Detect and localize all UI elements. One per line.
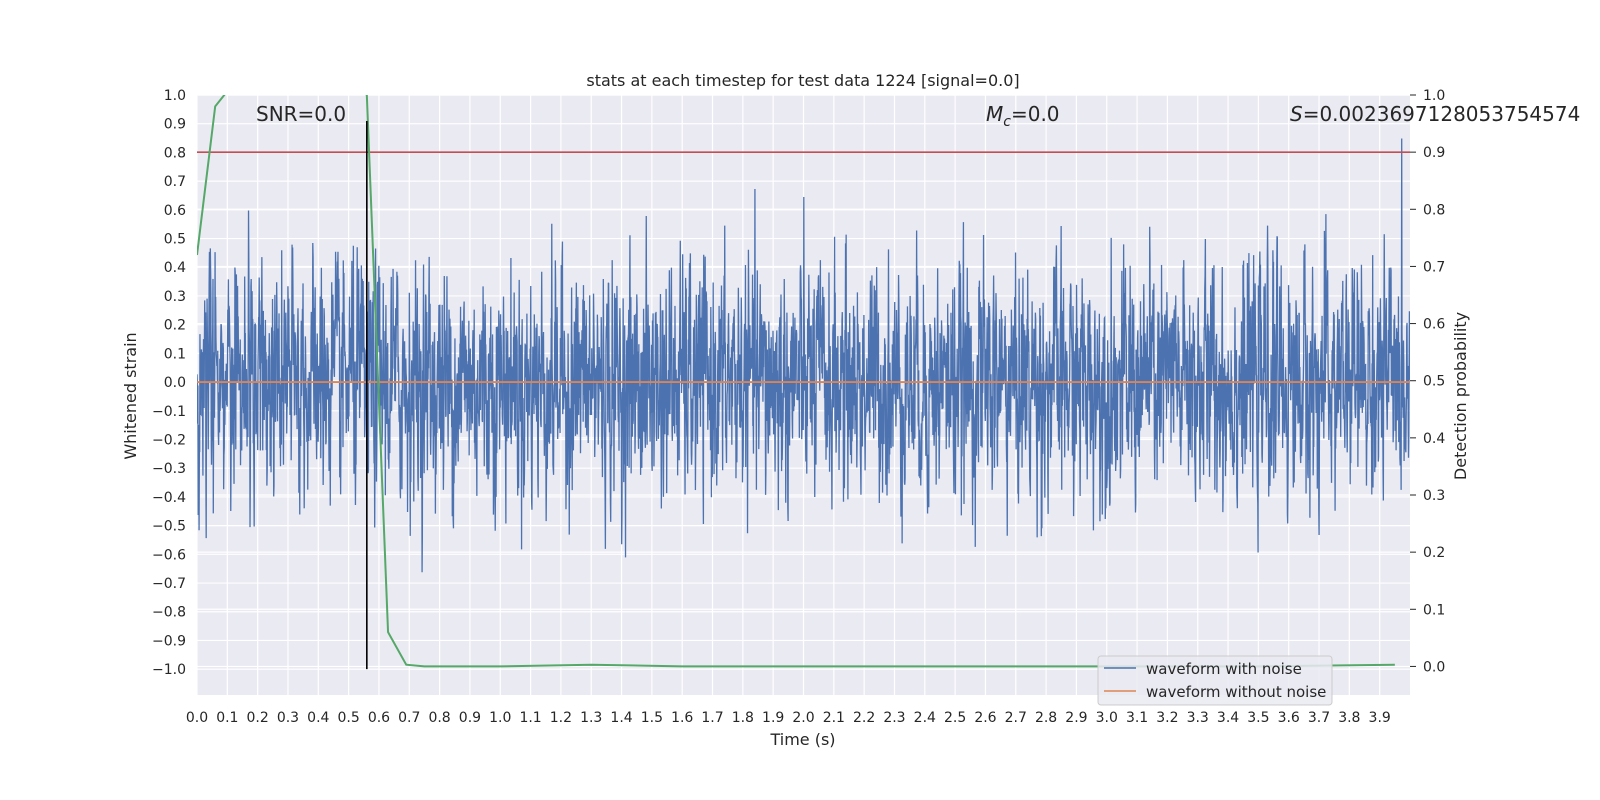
y-tick-label: 0.0 [164, 375, 186, 391]
s-annotation-clip: S=0.0023697128053754574 [1290, 102, 1580, 126]
series-detection-probability-line [197, 95, 1395, 668]
x-tick-label: 2.4 [914, 710, 936, 726]
y-tick-label: 0.7 [164, 174, 186, 190]
y-tick-label: −0.6 [152, 547, 186, 563]
x-tick-label: 3.3 [1187, 710, 1209, 726]
y2-tick-label: 0.0 [1423, 659, 1445, 675]
x-tick-label: 2.7 [1005, 710, 1027, 726]
series-layer [197, 95, 1410, 668]
y2-tick-label: 0.5 [1423, 374, 1445, 390]
x-tick-label: 0.5 [337, 710, 359, 726]
x-tick-label: 1.5 [641, 710, 663, 726]
x-tick-label: 0.8 [428, 710, 450, 726]
mc-annotation: Mc=0.0 [986, 102, 1060, 130]
x-tick-label: 1.6 [671, 710, 693, 726]
y-tick-label: −0.9 [152, 633, 186, 649]
x-tick-label: 3.1 [1126, 710, 1148, 726]
y-tick-label: 0.1 [164, 346, 186, 362]
y-tick-label: −0.2 [152, 432, 186, 448]
x-tick-label: 1.2 [550, 710, 572, 726]
x-tick-label: 1.9 [762, 710, 784, 726]
y-tick-label: −0.1 [152, 404, 186, 420]
x-tick-label: 3.7 [1308, 710, 1330, 726]
x-tick-label: 0.7 [398, 710, 420, 726]
x-tick-label: 3.2 [1156, 710, 1178, 726]
x-axis-label: Time (s) [769, 730, 835, 749]
x-tick-label: 3.0 [1096, 710, 1118, 726]
x-tick-label: 3.5 [1247, 710, 1269, 726]
x-tick-label: 2.6 [974, 710, 996, 726]
y2-tick-label: 0.3 [1423, 488, 1445, 504]
y-tick-labels: 1.0 0.9 0.8 0.7 0.6 0.5 0.4 0.3 0.2 0.1 0.0 −0.1 −0.… [152, 88, 186, 678]
y-tick-label: −1.0 [152, 662, 186, 678]
y2-tick-label: 0.8 [1423, 202, 1445, 218]
y2-axis-label: Detection probability [1451, 312, 1470, 480]
x-tick-label: 0.9 [459, 710, 481, 726]
x-tick-label: 2.2 [853, 710, 875, 726]
x-tick-label: 3.4 [1217, 710, 1239, 726]
y2-tick-label: 0.7 [1423, 259, 1445, 275]
snr-annotation: SNR=0.0 [256, 102, 346, 126]
mc-value: =0.0 [1011, 102, 1060, 126]
legend-label-noise: waveform with noise [1146, 660, 1302, 678]
x-tick-label: 2.0 [792, 710, 814, 726]
chart-title: stats at each timestep for test data 122… [586, 71, 1019, 90]
legend-box [1097, 655, 1333, 706]
x-tick-label: 3.8 [1338, 710, 1360, 726]
x-tick-label: 0.1 [216, 710, 238, 726]
x-tick-label: 2.3 [883, 710, 905, 726]
x-tick-label: 0.2 [247, 710, 269, 726]
legend: waveform with noise waveform without noi… [1097, 655, 1333, 706]
x-tick-label: 1.4 [610, 710, 632, 726]
x-tick-label: 2.8 [1035, 710, 1057, 726]
x-tick-label: 1.1 [519, 710, 541, 726]
y2-tick-label: 0.1 [1423, 602, 1445, 618]
x-tick-label: 0.0 [186, 710, 208, 726]
x-tick-label: 0.3 [277, 710, 299, 726]
s-annotation: S=0.0023697128053754574 [1290, 102, 1580, 126]
y-axis-label: Whitened strain [121, 332, 140, 459]
x-tick-label: 3.6 [1278, 710, 1300, 726]
y2-tick-labels: 1.0 0.9 0.8 0.7 0.6 0.5 0.4 0.3 0.2 0.1 0.0 [1410, 88, 1445, 675]
mc-symbol: M [986, 102, 1003, 126]
y-tick-label: 0.2 [164, 318, 186, 334]
y-tick-label: 0.9 [164, 117, 186, 133]
y-tick-label: −0.8 [152, 605, 186, 621]
y-tick-label: −0.7 [152, 576, 186, 592]
s-value: =0.0023697128053754574 [1303, 102, 1581, 126]
x-tick-label: 2.9 [1065, 710, 1087, 726]
x-tick-label: 2.5 [944, 710, 966, 726]
y2-tick-label: 1.0 [1423, 88, 1445, 104]
y-tick-label: 0.3 [164, 289, 186, 305]
y2-tick-label: 0.9 [1423, 145, 1445, 161]
x-tick-label: 1.8 [732, 710, 754, 726]
y-tick-label: −0.3 [152, 461, 186, 477]
y-tick-label: 0.8 [164, 145, 186, 161]
x-tick-label: 3.9 [1369, 710, 1391, 726]
y2-tick-label: 0.2 [1423, 545, 1445, 561]
y-tick-label: 0.5 [164, 232, 186, 248]
x-tick-label: 2.1 [823, 710, 845, 726]
x-tick-label: 0.4 [307, 710, 329, 726]
x-tick-label: 1.7 [701, 710, 723, 726]
y-tick-label: −0.4 [152, 490, 186, 506]
s-symbol: S [1290, 102, 1303, 126]
y-tick-label: 1.0 [164, 88, 186, 104]
mc-subscript: c [1003, 114, 1011, 130]
legend-label-clean: waveform without noise [1146, 683, 1326, 701]
x-tick-label: 0.6 [368, 710, 390, 726]
x-tick-label: 1.3 [580, 710, 602, 726]
y-tick-label: 0.4 [164, 260, 186, 276]
y2-tick-label: 0.6 [1423, 317, 1445, 333]
series-noise-line [197, 138, 1410, 573]
y2-tick-label: 0.4 [1423, 431, 1445, 447]
x-tick-labels: 0.0 0.1 0.2 0.3 0.4 0.5 0.6 0.7 0.8 0.9 1.0 1.1 1.2 1… [186, 710, 1391, 726]
y-tick-label: 0.6 [164, 203, 186, 219]
y-tick-label: −0.5 [152, 519, 186, 535]
x-tick-label: 1.0 [489, 710, 511, 726]
annotations: SNR=0.0 Mc=0.0 [256, 102, 1060, 130]
